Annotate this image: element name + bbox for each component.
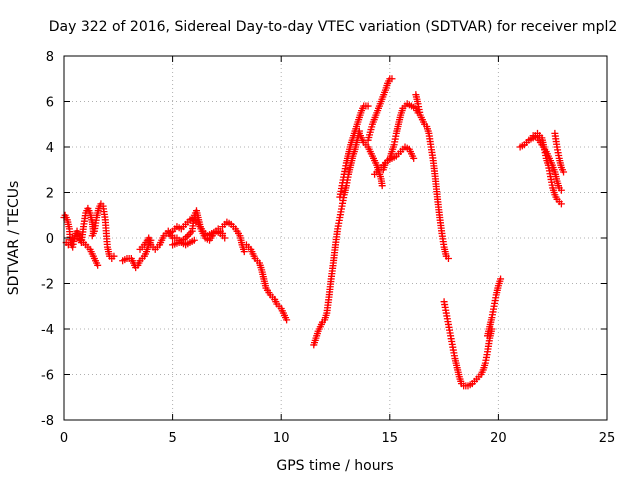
- data-point: [185, 231, 193, 239]
- data-point: [94, 261, 102, 269]
- data-point: [557, 186, 565, 194]
- data-point: [410, 154, 418, 162]
- y-tick-label: 4: [46, 141, 54, 156]
- data-point: [183, 232, 191, 240]
- data-points: [60, 75, 568, 390]
- x-tick-labels: 0 5 10 15 20 25: [60, 431, 615, 446]
- grid: [64, 56, 607, 420]
- data-point: [240, 248, 248, 256]
- y-tick-labels: -8 -6 -4 -2 0 2 4 6 8: [41, 50, 54, 429]
- y-tick-label: 2: [46, 187, 54, 202]
- data-point: [190, 236, 198, 244]
- data-point: [110, 252, 118, 260]
- y-tick-label: 6: [46, 96, 54, 111]
- x-tick-label: 10: [273, 431, 290, 446]
- data-point: [444, 254, 452, 262]
- x-tick-label: 20: [490, 431, 507, 446]
- data-point: [560, 168, 568, 176]
- x-axis-label: GPS time / hours: [276, 458, 393, 474]
- data-point: [557, 200, 565, 208]
- x-tick-label: 15: [382, 431, 399, 446]
- x-tick-label: 25: [599, 431, 616, 446]
- data-point: [388, 75, 396, 83]
- y-tick-label: -6: [41, 369, 54, 384]
- y-tick-label: -2: [41, 278, 54, 293]
- y-tick-label: 8: [46, 50, 54, 65]
- data-point: [283, 316, 291, 324]
- y-tick-label: -4: [41, 323, 54, 338]
- x-tick-label: 5: [168, 431, 176, 446]
- axis-ticks: [63, 55, 608, 421]
- x-tick-label: 0: [60, 431, 68, 446]
- data-point: [221, 234, 229, 242]
- data-point: [219, 229, 227, 237]
- y-tick-label: -8: [41, 414, 54, 429]
- data-point: [497, 275, 505, 283]
- chart-title: Day 322 of 2016, Sidereal Day-to-day VTE…: [49, 19, 618, 35]
- data-point: [364, 102, 372, 110]
- y-axis-label: SDTVAR / TECUs: [6, 181, 22, 296]
- data-point: [378, 182, 386, 190]
- y-tick-label: 0: [46, 232, 54, 247]
